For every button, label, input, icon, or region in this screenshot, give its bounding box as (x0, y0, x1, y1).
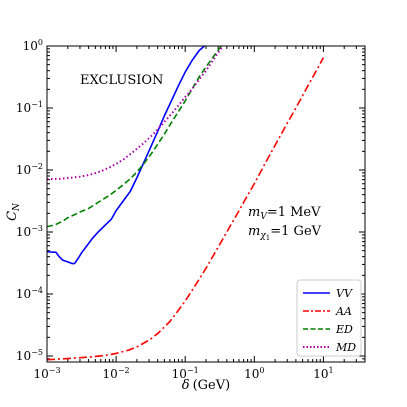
y-tick-label: 10−3 (16, 224, 43, 239)
x-axis-label: δ (GeV) (182, 378, 230, 393)
x-tick-label: 101 (313, 366, 333, 381)
legend-label-ed: ED (335, 323, 353, 336)
y-tick-label: 10−5 (16, 348, 43, 363)
x-tick-label: 10−3 (33, 366, 60, 381)
series-line-md (47, 46, 224, 181)
y-tick-label: 100 (23, 38, 43, 53)
tick-layer: 10−3 10−2 10−1 100 101 10−5 10−4 10−3 10−2 10−1 10… (16, 38, 366, 381)
y-tick-label: 10−1 (16, 100, 43, 115)
y-tick-label: 10−2 (16, 162, 43, 177)
legend: VV AA ED MD (296, 279, 362, 357)
series-line-aa (47, 57, 325, 361)
x-tick-label: 100 (244, 366, 264, 381)
series-line-ed (47, 46, 223, 228)
series-layer (47, 46, 325, 361)
y-tick-label: 10−4 (16, 286, 43, 301)
x-tick-label: 10−1 (172, 366, 199, 381)
plot-frame (46, 45, 366, 363)
series-line-vv (47, 46, 206, 265)
exclusion-annotation: EXCLUSION (80, 73, 163, 88)
mass-v-annotation: mV=1 MeV (248, 205, 321, 222)
y-axis-label: CN (5, 202, 22, 221)
mass-chi-annotation: mχ1=1 GeV (248, 224, 322, 242)
x-tick-label: 10−2 (103, 366, 130, 381)
legend-label-md: MD (335, 341, 356, 354)
legend-label-vv: VV (336, 287, 353, 300)
legend-label-aa: AA (335, 305, 352, 318)
legend-box (296, 279, 362, 357)
